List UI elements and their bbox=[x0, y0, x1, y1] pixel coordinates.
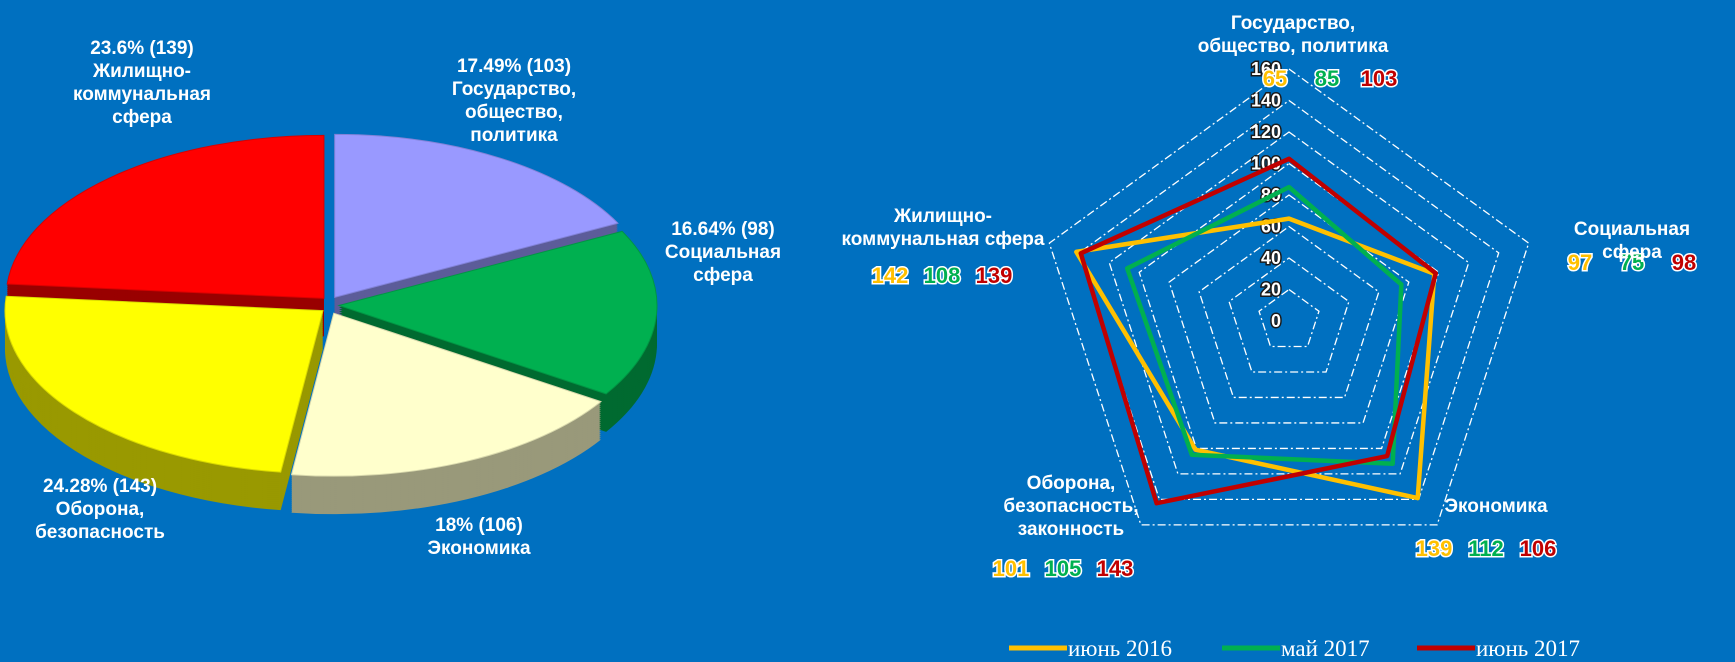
axis-value-label: 75 bbox=[1620, 250, 1644, 275]
axis-value-label: 106 bbox=[1520, 536, 1557, 561]
slice-category-label: Государство, общество, политика bbox=[451, 79, 577, 146]
slice bbox=[334, 133, 619, 298]
legend-label: июнь 2016 bbox=[1068, 636, 1172, 661]
y-tick-label: 160 bbox=[1251, 59, 1281, 79]
slice bbox=[4, 295, 324, 473]
axis-value-label: 139 bbox=[1416, 536, 1453, 561]
slice-value-label: 18% (106) bbox=[435, 515, 523, 536]
legend-label: май 2017 bbox=[1281, 636, 1370, 661]
slice-category-label: Социальная сфера bbox=[664, 242, 782, 286]
legend-label: июнь 2017 bbox=[1476, 636, 1580, 661]
axis-category-label: Оборона, безопасность, законность bbox=[1003, 473, 1139, 540]
axis-value-label: 139 bbox=[976, 263, 1013, 288]
y-tick-label: 140 bbox=[1251, 91, 1281, 111]
slice-category-label: Экономика bbox=[427, 538, 531, 559]
grid-ring bbox=[1168, 194, 1410, 424]
slice bbox=[290, 312, 602, 477]
grid-ring bbox=[1138, 162, 1440, 450]
slice bbox=[337, 230, 658, 395]
radar-line bbox=[1124, 184, 1404, 466]
axis-category-label: Экономика bbox=[1444, 496, 1548, 517]
y-tick-label: 40 bbox=[1261, 248, 1281, 268]
slice-value-label: 23.6% (139) bbox=[90, 38, 194, 59]
y-tick-label: 120 bbox=[1251, 122, 1281, 142]
axis-value-label: 65 bbox=[1263, 66, 1287, 91]
axis-value-label: 101 bbox=[993, 556, 1030, 581]
axis-value-label: 85 bbox=[1315, 66, 1339, 91]
slice-value-label: 24.28% (143) bbox=[42, 476, 158, 497]
slice bbox=[6, 134, 325, 299]
axis-value-label: 112 bbox=[1468, 536, 1504, 561]
axis-value-label: 105 bbox=[1045, 556, 1082, 581]
y-tick-label: 0 bbox=[1271, 311, 1281, 331]
grid-ring bbox=[1258, 288, 1320, 348]
axis-value-label: 142 bbox=[872, 263, 909, 288]
slice-category-label: Жилищно- коммунальная сфера bbox=[73, 61, 211, 128]
slice-value-label: 16.64% (98) bbox=[671, 219, 775, 240]
axis-value-label: 98 bbox=[1672, 250, 1696, 275]
axis-category-label: Социальная сфера bbox=[1573, 219, 1691, 263]
axis-value-label: 103 bbox=[1361, 66, 1398, 91]
axis-value-label: 97 bbox=[1568, 250, 1592, 275]
radar-line bbox=[1078, 156, 1439, 506]
grid-ring bbox=[1048, 68, 1530, 526]
axis-category-label: Государство, общество, политика bbox=[1197, 13, 1389, 57]
y-tick-label: 100 bbox=[1251, 154, 1281, 174]
axis-category-label: Жилищно- коммунальная сфера bbox=[841, 206, 1045, 250]
grid-ring bbox=[1198, 225, 1380, 399]
grid-ring bbox=[1228, 257, 1350, 373]
axis-value-label: 108 bbox=[924, 263, 961, 288]
slice-value-label: 17.49% (103) bbox=[456, 56, 572, 77]
y-tick-label: 20 bbox=[1261, 280, 1281, 300]
axis-value-label: 143 bbox=[1097, 556, 1134, 581]
slice-category-label: Оборона, безопасность bbox=[35, 499, 165, 543]
